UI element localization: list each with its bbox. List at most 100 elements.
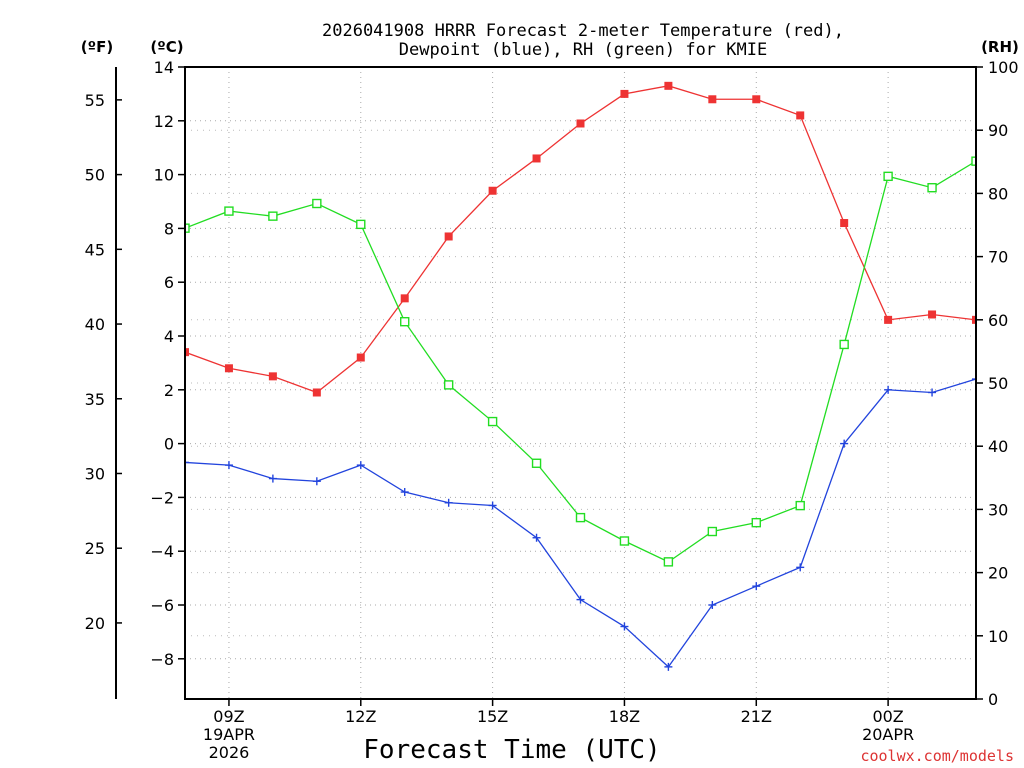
temperature-point bbox=[444, 232, 453, 241]
year-tick-label: 2026 bbox=[209, 743, 250, 762]
rh-point bbox=[575, 512, 586, 523]
dewpoint-point bbox=[312, 477, 321, 486]
dewpoint-point bbox=[796, 563, 805, 572]
rh-tick-label: 70 bbox=[988, 248, 1008, 267]
date-tick-label: 19APR bbox=[203, 725, 255, 744]
rh-tick-label: 50 bbox=[988, 374, 1008, 393]
celsius-tick-label: −8 bbox=[150, 650, 174, 669]
time-tick-label: 12Z bbox=[345, 707, 376, 726]
rh-point bbox=[400, 316, 410, 327]
celsius-tick-label: 10 bbox=[154, 166, 174, 185]
temperature-point bbox=[488, 186, 497, 195]
rh-point bbox=[268, 211, 278, 221]
celsius-tick-label: 12 bbox=[154, 112, 174, 131]
series-line-2-meter-temperature bbox=[185, 85, 976, 394]
rh-tick-label: 20 bbox=[988, 564, 1008, 583]
dewpoint-point bbox=[928, 388, 937, 397]
dewpoint-point bbox=[884, 385, 893, 394]
rh-point bbox=[839, 339, 849, 350]
source-credit: coolwx.com/models bbox=[860, 747, 1014, 765]
celsius-tick-label: −6 bbox=[150, 596, 174, 615]
fahrenheit-tick-label: 50 bbox=[85, 166, 105, 185]
celsius-tick-label: −2 bbox=[150, 488, 174, 507]
series-line-relative-humidity bbox=[185, 160, 976, 563]
fahrenheit-tick-label: 20 bbox=[85, 614, 105, 633]
rh-tick-label: 10 bbox=[988, 627, 1008, 646]
celsius-tick-label: 6 bbox=[164, 273, 174, 292]
fahrenheit-tick-label: 40 bbox=[85, 315, 105, 334]
temperature-point bbox=[708, 95, 717, 104]
dewpoint-point bbox=[708, 601, 717, 609]
rh-point bbox=[487, 416, 498, 427]
rh-tick-label: 40 bbox=[988, 437, 1008, 456]
fahrenheit-tick-label: 30 bbox=[85, 464, 105, 483]
dewpoint-point bbox=[972, 375, 976, 384]
x-axis-title: Forecast Time (UTC) bbox=[363, 735, 660, 765]
dewpoint-point bbox=[664, 662, 673, 671]
celsius-tick-label: 8 bbox=[164, 219, 174, 238]
chart-title-line2: Dewpoint (blue), RH (green) for KMIE bbox=[399, 40, 767, 60]
dewpoint-point bbox=[752, 582, 761, 591]
temperature-point bbox=[840, 219, 849, 228]
time-tick-label: 21Z bbox=[741, 707, 772, 726]
dewpoint-point bbox=[576, 595, 585, 604]
celsius-tick-label: 2 bbox=[164, 381, 174, 400]
rh-point bbox=[795, 500, 805, 511]
rh-point bbox=[185, 223, 190, 233]
fahrenheit-unit-label: (ºF) bbox=[81, 38, 113, 56]
dewpoint-point bbox=[224, 461, 233, 470]
chart-title-line1: 2026041908 HRRR Forecast 2-meter Tempera… bbox=[322, 21, 844, 41]
temperature-point bbox=[312, 388, 321, 397]
temperature-point bbox=[532, 154, 541, 163]
dewpoint-point bbox=[400, 488, 409, 497]
rh-point bbox=[927, 183, 937, 193]
dewpoint-point bbox=[840, 439, 849, 448]
dewpoint-point bbox=[620, 622, 629, 631]
temperature-point bbox=[224, 364, 233, 373]
time-tick-label: 09Z bbox=[213, 707, 244, 726]
rh-point bbox=[224, 206, 234, 216]
fahrenheit-tick-label: 35 bbox=[85, 390, 105, 409]
rh-point bbox=[312, 198, 322, 209]
fahrenheit-tick-label: 25 bbox=[85, 539, 105, 558]
rh-point bbox=[619, 536, 630, 546]
dewpoint-point bbox=[488, 501, 497, 510]
temperature-point bbox=[356, 353, 365, 362]
rh-tick-label: 60 bbox=[988, 311, 1008, 330]
rh-unit-label: (RH) bbox=[981, 38, 1019, 56]
dewpoint-point bbox=[268, 474, 277, 483]
celsius-tick-label: 4 bbox=[164, 327, 174, 346]
rh-point bbox=[443, 380, 454, 390]
series-layer bbox=[185, 81, 976, 671]
temperature-point bbox=[400, 294, 409, 303]
grid-lines bbox=[185, 67, 976, 699]
axes-layer: −8 −6 −4 −2 0 2 4 6 8 10 12 14 20 25 30 35 40 45 50 55 0 10 20… bbox=[85, 58, 1019, 762]
celsius-tick-label: −4 bbox=[150, 542, 174, 561]
celsius-tick-label: 0 bbox=[164, 435, 174, 454]
rh-tick-label: 100 bbox=[988, 58, 1019, 77]
temperature-point bbox=[664, 81, 673, 90]
dewpoint-point bbox=[444, 498, 453, 507]
date-tick-label: 20APR bbox=[862, 725, 914, 744]
celsius-tick-label: 14 bbox=[154, 58, 174, 77]
rh-tick-label: 30 bbox=[988, 500, 1008, 519]
temperature-point bbox=[620, 89, 629, 98]
rh-point bbox=[971, 156, 976, 166]
temperature-point bbox=[972, 315, 976, 324]
rh-tick-label: 0 bbox=[988, 690, 998, 709]
temperature-point bbox=[752, 95, 761, 104]
rh-point bbox=[531, 458, 542, 468]
temperature-point bbox=[268, 372, 277, 381]
rh-point bbox=[356, 219, 366, 230]
fahrenheit-tick-label: 55 bbox=[85, 91, 105, 110]
dewpoint-point bbox=[356, 461, 365, 470]
time-tick-label: 15Z bbox=[477, 707, 508, 726]
temperature-point bbox=[576, 119, 585, 128]
rh-point bbox=[663, 557, 674, 567]
temperature-point bbox=[796, 111, 805, 120]
rh-point bbox=[751, 517, 761, 528]
time-tick-label: 18Z bbox=[609, 707, 640, 726]
rh-tick-label: 90 bbox=[988, 121, 1008, 140]
rh-tick-label: 80 bbox=[988, 184, 1008, 203]
